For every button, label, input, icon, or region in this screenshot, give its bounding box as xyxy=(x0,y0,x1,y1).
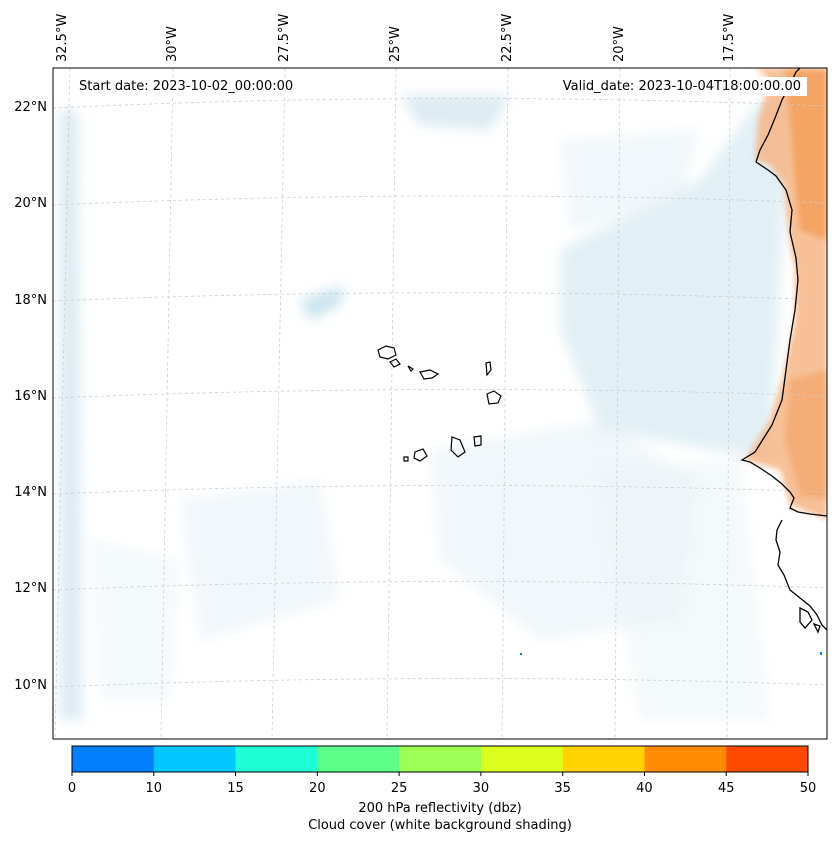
island-sao-vicente xyxy=(389,358,401,368)
valid-date-label: Valid_date: 2023-10-04T18:00:00.00 xyxy=(556,77,807,96)
colorbar-sublabel: Cloud cover (white background shading) xyxy=(308,818,572,833)
lat-label: 22°N xyxy=(14,100,47,115)
colorbar-segment xyxy=(726,746,809,772)
lat-label: 16°N xyxy=(14,389,47,404)
colorbar-tick-label: 20 xyxy=(309,781,326,796)
lat-label: 12°N xyxy=(14,581,47,596)
colorbar-tick-label: 15 xyxy=(227,781,244,796)
colorbar-segment xyxy=(317,746,400,772)
island-santa-luzia xyxy=(407,365,414,372)
lat-label: 10°N xyxy=(14,678,47,693)
reflectivity-speck xyxy=(820,652,822,655)
lon-label: 20°W xyxy=(612,26,627,62)
colorbar-segment xyxy=(399,746,482,772)
lon-label: 30°W xyxy=(165,26,180,62)
longitude-labels: 32.5°W 30°W 27.5°W 25°W 22.5°W 20°W 17.5… xyxy=(55,14,737,62)
colorbar-tick-label: 40 xyxy=(636,781,653,796)
colorbar: 0 10 15 20 25 30 35 40 45 50 xyxy=(68,745,817,796)
cape-verde-islands xyxy=(377,345,502,462)
map-frame xyxy=(52,67,828,740)
colorbar-segment xyxy=(644,746,727,772)
colorbar-tick-label: 30 xyxy=(473,781,490,796)
lon-label: 27.5°W xyxy=(277,14,292,62)
colorbar-segment xyxy=(480,746,564,772)
island-brava xyxy=(403,456,409,462)
colorbar-segment xyxy=(562,746,645,772)
colorbar-tick-label: 10 xyxy=(146,781,163,796)
lat-label: 18°N xyxy=(14,293,47,308)
colorbar-tick-label: 35 xyxy=(554,781,571,796)
west-africa-coastline xyxy=(740,68,827,634)
island-fogo xyxy=(413,448,428,462)
graticule xyxy=(53,68,827,739)
lon-label: 32.5°W xyxy=(55,14,70,62)
colorbar-segment xyxy=(153,746,237,772)
lon-label: 22.5°W xyxy=(500,14,515,62)
lon-label: 25°W xyxy=(388,26,403,62)
colorbar-tick-label: 0 xyxy=(68,781,76,796)
reflectivity-speck xyxy=(520,653,522,655)
island-santiago xyxy=(450,436,466,458)
cloud-cover-shading xyxy=(60,95,790,720)
latitude-labels: 22°N 20°N 18°N 16°N 14°N 12°N 10°N xyxy=(14,100,47,693)
lat-label: 20°N xyxy=(14,196,47,211)
colorbar-frame xyxy=(71,745,809,773)
colorbar-label: 200 hPa reflectivity (dbz) xyxy=(358,801,522,816)
reflectivity-shading xyxy=(745,68,827,520)
island-sal xyxy=(485,361,492,377)
colorbar-segment xyxy=(235,746,318,772)
colorbar-tick-label: 25 xyxy=(391,781,408,796)
island-maio xyxy=(473,435,482,447)
island-boa-vista xyxy=(486,390,502,405)
colorbar-tick-label: 50 xyxy=(800,781,817,796)
lon-label: 17.5°W xyxy=(722,14,737,62)
colorbar-segment xyxy=(72,746,155,772)
lat-label: 14°N xyxy=(14,485,47,500)
island-sao-nicolau xyxy=(419,369,440,380)
island-santo-antao xyxy=(377,345,397,360)
colorbar-tick-label: 45 xyxy=(718,781,735,796)
start-date-label: Start date: 2023-10-02_00:00:00 xyxy=(73,77,300,96)
